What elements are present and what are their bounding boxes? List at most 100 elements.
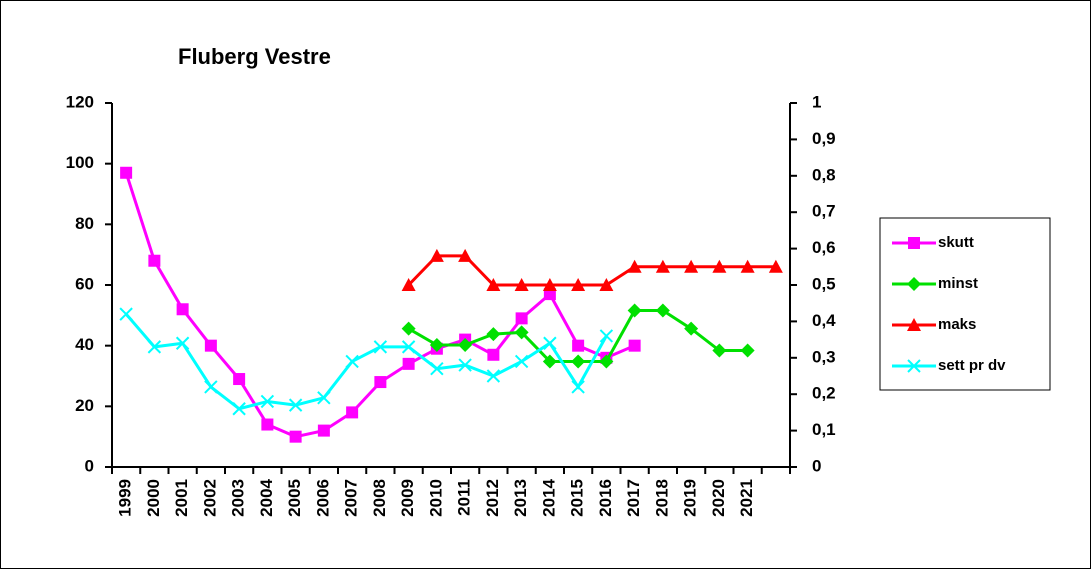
marker bbox=[571, 278, 586, 291]
marker bbox=[204, 339, 217, 352]
x-tick-label: 2011 bbox=[455, 479, 474, 516]
y2-tick-label: 0,1 bbox=[812, 420, 836, 439]
y-tick-label: 60 bbox=[75, 274, 94, 293]
marker bbox=[712, 343, 727, 358]
x-tick-label: 2001 bbox=[172, 479, 191, 517]
marker bbox=[486, 369, 501, 383]
marker bbox=[908, 237, 920, 249]
x-tick-label: 2008 bbox=[370, 479, 389, 517]
marker bbox=[514, 278, 529, 291]
y2-tick-label: 0,9 bbox=[812, 129, 836, 148]
marker bbox=[176, 303, 189, 316]
y2-tick-label: 0,6 bbox=[812, 238, 836, 257]
marker bbox=[373, 340, 388, 354]
marker bbox=[317, 391, 331, 405]
marker bbox=[429, 248, 444, 262]
marker bbox=[204, 380, 218, 394]
marker bbox=[120, 166, 133, 179]
marker bbox=[374, 376, 387, 389]
y2-tick-label: 1 bbox=[812, 92, 821, 111]
marker bbox=[175, 336, 190, 350]
marker bbox=[542, 354, 557, 369]
y2-tick-label: 0,4 bbox=[812, 311, 836, 330]
marker bbox=[543, 288, 556, 301]
x-tick-label: 2015 bbox=[568, 479, 587, 517]
marker bbox=[288, 398, 303, 412]
y-tick-label: 40 bbox=[75, 335, 94, 354]
marker bbox=[712, 259, 727, 273]
x-tick-label: 2014 bbox=[539, 478, 558, 516]
marker bbox=[261, 418, 274, 431]
x-tick-label: 2019 bbox=[681, 479, 700, 517]
marker bbox=[119, 307, 133, 321]
y2-tick-label: 0,5 bbox=[812, 274, 836, 293]
x-tick-label: 2000 bbox=[144, 479, 163, 517]
x-tick-label: 2016 bbox=[596, 479, 615, 517]
marker bbox=[543, 336, 557, 350]
marker bbox=[628, 339, 641, 352]
marker bbox=[684, 259, 699, 273]
y2-tick-label: 0,2 bbox=[812, 384, 836, 403]
marker bbox=[232, 402, 246, 416]
marker bbox=[148, 254, 161, 267]
marker bbox=[289, 430, 302, 443]
marker bbox=[486, 327, 501, 342]
marker bbox=[740, 259, 755, 273]
legend-label: sett pr dv bbox=[938, 357, 1006, 374]
x-tick-label: 2010 bbox=[426, 479, 445, 517]
x-tick-label: 2005 bbox=[285, 479, 304, 517]
marker bbox=[907, 277, 921, 291]
marker bbox=[514, 354, 529, 369]
marker bbox=[346, 406, 359, 419]
marker bbox=[487, 348, 500, 361]
y2-tick-label: 0,7 bbox=[812, 202, 836, 221]
legend-label: minst bbox=[938, 275, 978, 292]
x-tick-label: 2021 bbox=[737, 479, 756, 517]
marker bbox=[627, 259, 642, 273]
x-tick-label: 2009 bbox=[398, 479, 417, 517]
marker bbox=[907, 359, 921, 373]
y-tick-label: 80 bbox=[75, 214, 94, 233]
marker bbox=[345, 354, 359, 369]
marker bbox=[147, 340, 162, 354]
y-tick-label: 0 bbox=[85, 456, 94, 475]
marker bbox=[684, 321, 699, 336]
marker bbox=[486, 278, 501, 291]
marker bbox=[233, 373, 246, 386]
marker bbox=[768, 259, 783, 273]
legend-label: skutt bbox=[938, 234, 974, 251]
marker bbox=[514, 325, 529, 340]
y2-tick-label: 0,3 bbox=[812, 347, 836, 366]
x-tick-label: 2006 bbox=[313, 479, 332, 517]
marker bbox=[542, 278, 557, 291]
marker bbox=[740, 343, 755, 358]
marker bbox=[599, 278, 614, 291]
x-tick-label: 2012 bbox=[483, 479, 502, 517]
y-tick-label: 100 bbox=[66, 153, 94, 172]
marker bbox=[572, 339, 585, 352]
marker bbox=[317, 424, 330, 437]
marker bbox=[599, 354, 614, 369]
legend-label: maks bbox=[938, 316, 976, 333]
x-tick-label: 2017 bbox=[624, 479, 643, 517]
y2-tick-label: 0 bbox=[812, 456, 821, 475]
marker bbox=[655, 259, 670, 273]
marker bbox=[458, 338, 473, 353]
marker bbox=[571, 354, 586, 369]
x-tick-label: 1999 bbox=[116, 479, 135, 517]
x-tick-label: 2002 bbox=[200, 479, 219, 517]
chart-title: Fluberg Vestre bbox=[178, 44, 331, 69]
marker bbox=[401, 321, 416, 336]
x-tick-label: 2013 bbox=[511, 479, 530, 517]
x-tick-label: 2018 bbox=[652, 479, 671, 517]
marker bbox=[515, 312, 528, 325]
marker bbox=[599, 329, 614, 343]
x-tick-label: 2003 bbox=[229, 479, 248, 517]
marker bbox=[430, 362, 444, 376]
x-tick-label: 2020 bbox=[709, 479, 728, 517]
marker bbox=[260, 394, 275, 409]
y-tick-label: 120 bbox=[66, 92, 94, 111]
marker bbox=[401, 278, 416, 291]
x-tick-label: 2007 bbox=[342, 479, 361, 517]
